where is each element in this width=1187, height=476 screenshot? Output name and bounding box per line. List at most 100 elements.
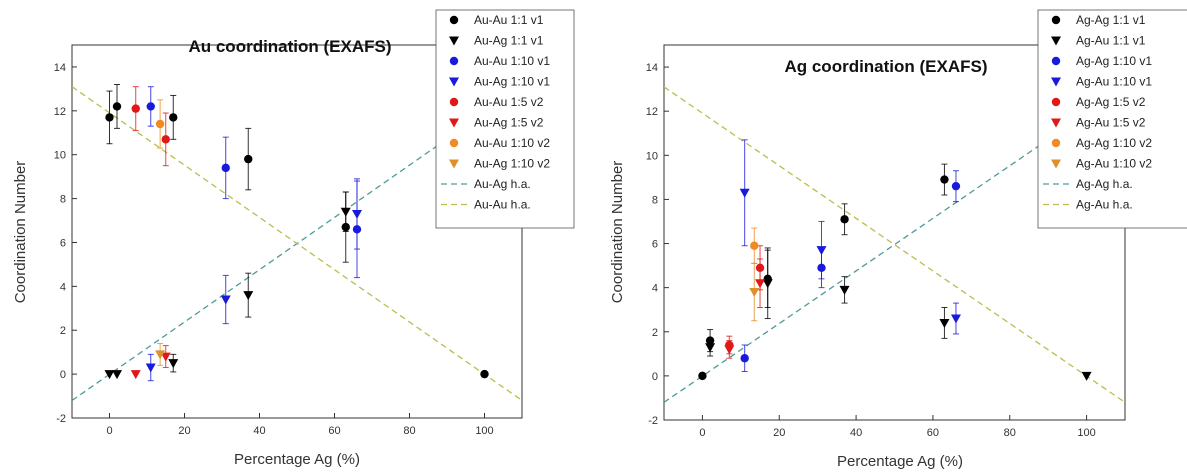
legend-label: Ag-Ag 1:1 v1 — [1076, 13, 1146, 27]
data-point — [698, 371, 707, 381]
legend-label: Au-Ag h.a. — [474, 177, 531, 191]
data-point — [839, 285, 850, 295]
y-tick-label: 12 — [646, 106, 658, 118]
legend-label: Ag-Au 1:5 v2 — [1076, 116, 1146, 130]
data-point — [840, 215, 849, 224]
y-tick-label: 10 — [646, 150, 658, 162]
y-tick-label: 6 — [652, 239, 658, 251]
y-tick-label: 2 — [652, 327, 658, 339]
series-8 — [155, 342, 166, 366]
legend-label: Ag-Au h.a. — [1076, 198, 1133, 212]
y-axis-label: Coordination Number — [609, 161, 626, 304]
legend-marker — [1051, 15, 1061, 25]
legend-marker — [449, 15, 459, 25]
y-tick-label: 0 — [652, 371, 658, 383]
reference-line — [664, 86, 1125, 403]
y-tick-label: 12 — [54, 106, 66, 118]
legend-marker — [1051, 138, 1061, 148]
y-tick-label: -2 — [648, 415, 658, 427]
x-tick-label: 100 — [1077, 427, 1095, 439]
data-point — [155, 350, 166, 360]
series-7 — [155, 99, 165, 149]
data-point — [244, 154, 253, 164]
legend-marker — [449, 159, 459, 169]
data-point — [130, 370, 141, 380]
x-tick-label: 0 — [106, 425, 112, 437]
data-point — [146, 102, 155, 111]
legend-marker — [1051, 118, 1061, 128]
series-6 — [130, 345, 171, 380]
data-point — [145, 363, 156, 373]
legend-marker — [449, 97, 459, 107]
legend-marker — [449, 138, 459, 148]
data-point — [724, 345, 735, 355]
chart-panel-1: 0 20 40 60 80 100 -2 0 2 4 6 8 10 12 14 Percentage Ag (… — [12, 9, 575, 468]
x-tick-label: 80 — [1004, 427, 1016, 439]
data-point — [243, 291, 254, 301]
legend-marker — [449, 56, 459, 66]
x-tick-label: 100 — [475, 425, 493, 437]
chart-panel-2: 0 20 40 60 80 100 -2 0 2 4 6 8 10 12 14 Percentage Ag (… — [609, 9, 1187, 470]
data-point — [131, 104, 140, 113]
legend-label: Ag-Ag h.a. — [1076, 177, 1133, 191]
data-point — [816, 246, 827, 256]
data-point — [749, 288, 760, 298]
legend-label: Au-Ag 1:5 v2 — [474, 116, 544, 130]
data-point — [220, 295, 231, 305]
data-point — [940, 175, 949, 184]
data-point — [112, 102, 122, 111]
data-point — [739, 188, 750, 198]
legend-label: Ag-Ag 1:10 v2 — [1076, 136, 1152, 150]
y-tick-label: 0 — [60, 369, 66, 381]
y-tick-label: 6 — [60, 237, 66, 249]
data-point — [352, 209, 362, 219]
x-tick-label: 20 — [178, 425, 190, 437]
legend-label: Ag-Ag 1:5 v2 — [1076, 95, 1146, 109]
plot-frame — [663, 44, 1126, 421]
legend-marker — [449, 36, 459, 46]
series-1 — [105, 83, 489, 379]
data-point — [705, 343, 716, 353]
data-point — [1081, 371, 1092, 381]
legend-label: Ag-Ag 1:10 v1 — [1076, 54, 1152, 68]
data-point — [221, 163, 230, 173]
data-point — [160, 352, 171, 362]
data-point — [740, 354, 749, 363]
y-tick-label: 4 — [652, 283, 658, 295]
legend-label: Au-Au 1:10 v1 — [474, 54, 550, 68]
series-8 — [749, 262, 760, 322]
plot-frame — [71, 44, 523, 419]
legend-label: Au-Au 1:1 v1 — [474, 13, 544, 27]
data-point — [169, 113, 178, 122]
legend-label: Au-Ag 1:10 v1 — [474, 75, 550, 89]
data-point — [161, 135, 170, 144]
data-point — [168, 359, 179, 369]
legend-marker — [1051, 56, 1061, 66]
x-tick-label: 60 — [328, 425, 340, 437]
legend-label: Au-Ag 1:1 v1 — [474, 34, 544, 48]
y-tick-label: 2 — [60, 325, 66, 337]
x-tick-label: 60 — [927, 427, 939, 439]
data-point — [105, 113, 114, 122]
x-tick-label: 40 — [253, 425, 265, 437]
data-point — [155, 119, 165, 129]
legend-box — [435, 9, 575, 229]
data-point — [340, 207, 351, 217]
x-tick-label: 40 — [850, 427, 862, 439]
chart-title: Ag coordination (EXAFS) — [784, 57, 987, 76]
legend-label: Ag-Au 1:10 v2 — [1076, 157, 1152, 171]
legend-label: Au-Ag 1:10 v2 — [474, 157, 550, 171]
y-axis-label: Coordination Number — [12, 161, 29, 304]
chart-title: Au coordination (EXAFS) — [188, 37, 391, 56]
y-tick-label: 14 — [54, 62, 66, 74]
series-4 — [739, 139, 961, 335]
x-tick-label: 0 — [699, 427, 705, 439]
legend-marker — [1051, 77, 1061, 87]
y-tick-label: -2 — [56, 413, 66, 425]
legend-label: Ag-Au 1:10 v1 — [1076, 75, 1152, 89]
legend-label: Au-Au 1:5 v2 — [474, 95, 544, 109]
y-tick-label: 8 — [60, 194, 66, 206]
data-point — [939, 318, 950, 328]
series-2 — [705, 247, 1092, 381]
